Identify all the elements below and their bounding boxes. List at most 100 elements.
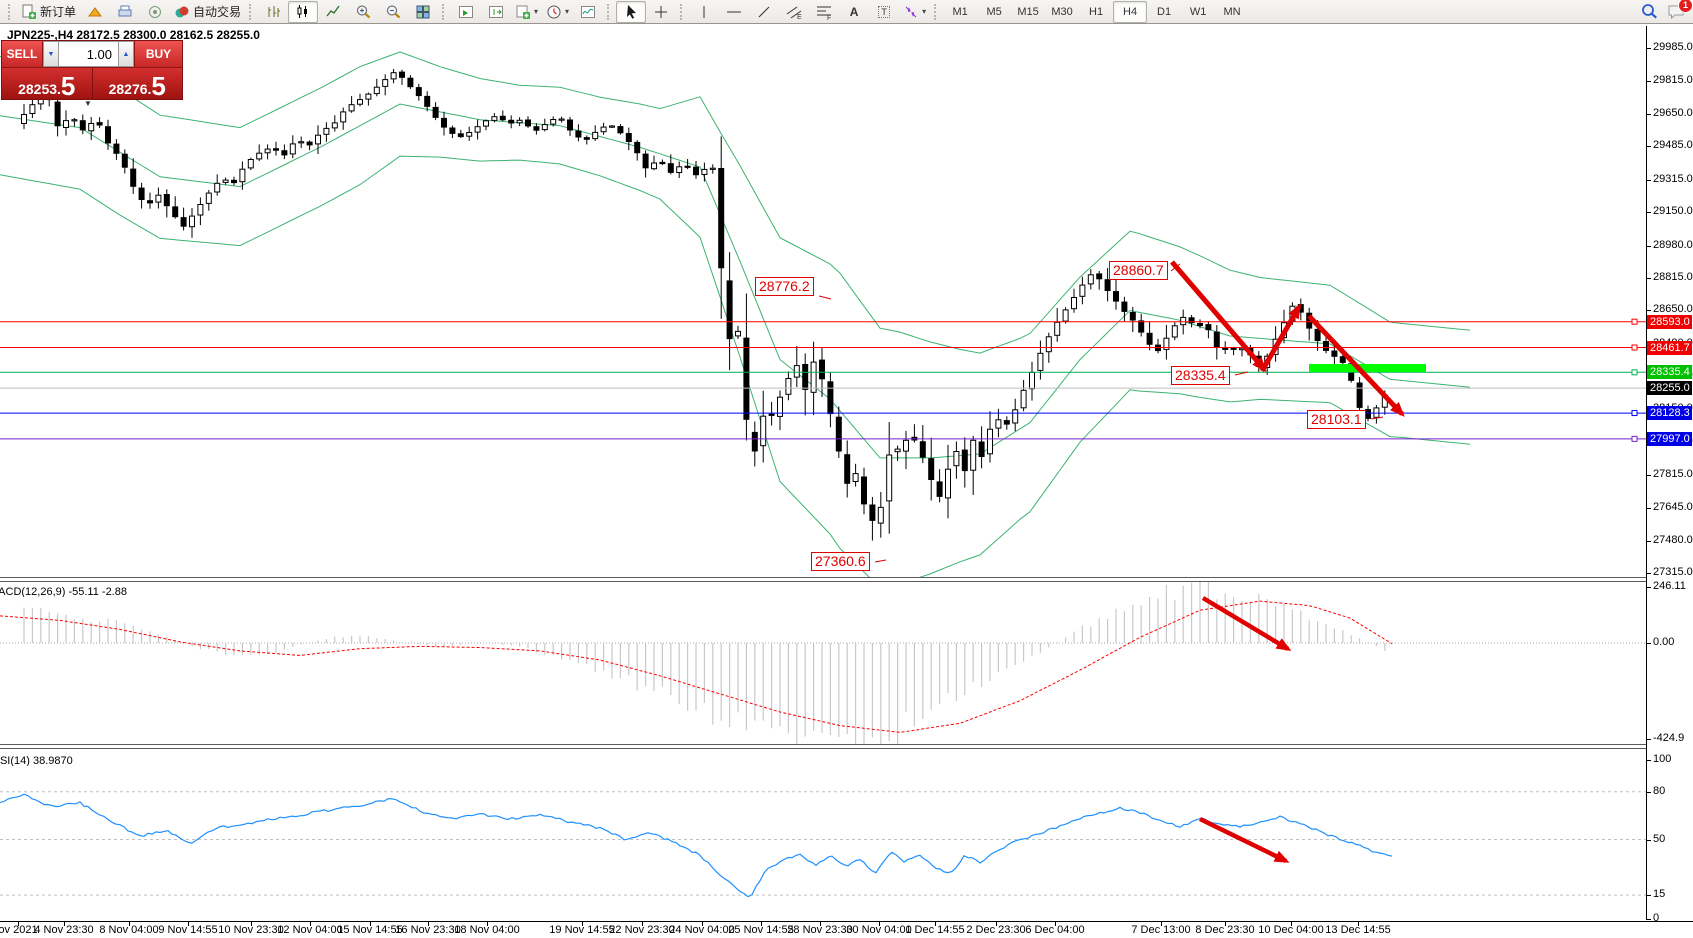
toolbar-grip: [607, 3, 612, 20]
notifications-button[interactable]: 1: [1667, 0, 1693, 21]
buy-button[interactable]: BUY: [134, 41, 182, 67]
toolbar-grip: [249, 3, 254, 20]
time-tick: [64, 922, 65, 926]
axis-tick-label: 27815.0: [1653, 467, 1693, 480]
axis-tick-label: 29485.0: [1653, 139, 1693, 152]
tab-timeframe-M1[interactable]: M1: [952, 5, 968, 18]
chart-shift-button[interactable]: [481, 1, 511, 23]
time-tick: [996, 922, 997, 926]
macd-trend-arrow: [1201, 596, 1292, 652]
new-chart-button[interactable]: ▾: [511, 1, 542, 23]
tile-windows-button[interactable]: [408, 1, 438, 23]
toolbar-grip: [8, 3, 13, 20]
buy-price-base: 28276: [108, 81, 148, 97]
label-tool-button[interactable]: T: [869, 1, 899, 23]
time-tick: [642, 922, 643, 926]
vertical-line-tool-button[interactable]: [689, 1, 719, 23]
tab-timeframe-W1[interactable]: W1: [1189, 5, 1207, 18]
tab-timeframe-MN[interactable]: MN: [1223, 5, 1241, 18]
axis-tick-label: 29985.0: [1653, 41, 1693, 53]
macd-axis-label: 246.11: [1653, 580, 1686, 593]
chart-forward-icon: [459, 5, 474, 18]
bollinger-lower-band: [0, 155, 1471, 578]
gold-button[interactable]: [80, 1, 110, 23]
macd-panel-plot[interactable]: [0, 580, 1646, 744]
main-chart-plot[interactable]: [0, 26, 1646, 578]
rsi-panel-plot[interactable]: [0, 747, 1646, 919]
trend-arrow: [1259, 303, 1302, 373]
tab-timeframe-H4[interactable]: H4: [1113, 0, 1148, 23]
sell-button[interactable]: SELL: [2, 41, 43, 67]
text-tool-button[interactable]: A: [839, 1, 869, 23]
macd-axis-label: 0.00: [1653, 636, 1675, 648]
sell-price-big-digit: 5: [60, 71, 76, 101]
text-tool-icon: A: [849, 4, 859, 19]
tab-timeframe-M15[interactable]: M15: [1017, 5, 1039, 18]
tab-timeframe-D1[interactable]: D1: [1157, 5, 1172, 18]
candles-layer: [21, 68, 1388, 541]
tab-timeframe-M30[interactable]: M30: [1051, 5, 1073, 18]
trade-panel-collapse-icon[interactable]: ▼: [84, 99, 92, 108]
support-zone-bar: [1309, 364, 1426, 372]
time-tick: [1161, 922, 1162, 926]
rsi-axis-label: 100: [1653, 753, 1672, 765]
auto-trading-button[interactable]: 自动交易: [170, 1, 245, 23]
time-axis-label: 10 Nov 23:30: [218, 924, 284, 936]
trendline-tool-button[interactable]: [749, 1, 779, 23]
tab-timeframe-M5[interactable]: M5: [986, 5, 1002, 18]
time-axis-label: 18 Nov 04:00: [454, 924, 520, 936]
indicators-button[interactable]: [573, 1, 603, 23]
time-axis-label: 6 Dec 04:00: [1025, 924, 1085, 936]
notification-badge: 1: [1678, 0, 1693, 13]
candlestick-chart-button[interactable]: [288, 0, 319, 23]
chart-forward-button[interactable]: [451, 1, 481, 23]
panel-separator[interactable]: [0, 744, 1647, 749]
rsi-axis-label: 80: [1653, 784, 1666, 797]
time-axis-label: 7 Dec 13:00: [1131, 924, 1191, 936]
buy-price[interactable]: 28276. 5: [92, 68, 182, 99]
period-button[interactable]: ▾: [542, 1, 573, 23]
axis-tick: [1647, 839, 1651, 841]
search-icon[interactable]: [1640, 2, 1659, 21]
volume-input[interactable]: 1.00: [59, 41, 118, 67]
zoom-out-button[interactable]: [378, 1, 408, 23]
time-tick: [935, 922, 936, 926]
price-axis[interactable]: 29985.0 29815.0 29650.0 29485.0 29315.0 29150…: [1647, 25, 1693, 938]
line-chart-button[interactable]: [318, 1, 348, 23]
crosshair-tool-button[interactable]: [646, 1, 676, 23]
annotation-leader: [818, 295, 832, 300]
time-axis-label: 22 Nov 23:30: [609, 924, 675, 936]
channel-tool-button[interactable]: E: [779, 1, 809, 23]
new-order-button[interactable]: 新订单: [17, 1, 80, 23]
panel-separator[interactable]: [0, 577, 1647, 582]
price-annotation: 28860.7: [1109, 261, 1168, 280]
volume-increase-button[interactable]: ▲: [118, 41, 134, 67]
tab-timeframe-H1[interactable]: H1: [1089, 5, 1104, 18]
toolbar-grip: [680, 3, 685, 20]
label-tool-icon: T: [878, 5, 890, 18]
sell-price-dot: .: [57, 81, 61, 97]
horizontal-line-tool-button[interactable]: [719, 1, 749, 23]
axis-tick-label: 28980.0: [1653, 238, 1693, 251]
crosshair-icon: [655, 5, 668, 18]
zoom-in-button[interactable]: [348, 1, 378, 23]
axis-tick: [1647, 113, 1651, 115]
cursor-tool-button[interactable]: [616, 0, 647, 23]
fibonacci-tool-button[interactable]: F: [809, 1, 839, 23]
axis-tick-label: 29650.0: [1653, 106, 1693, 119]
axis-tick: [1647, 643, 1651, 644]
bar-chart-button[interactable]: [258, 1, 288, 23]
sell-price[interactable]: 28253. 5: [2, 68, 93, 99]
channel-icon: E: [786, 6, 802, 20]
broadcast-button[interactable]: [140, 1, 170, 23]
axis-tick: [1647, 919, 1651, 920]
time-tick: [702, 922, 703, 926]
time-tick: [310, 922, 311, 926]
auto-trading-icon: [174, 4, 190, 20]
print-button[interactable]: [110, 1, 140, 23]
gold-icon: [87, 4, 103, 20]
time-axis[interactable]: ov 2021 4 Nov 23:30 8 Nov 04:00 9 Nov 14:55…: [0, 921, 1693, 938]
price-axis-line: [1646, 26, 1647, 920]
arrows-tool-button[interactable]: ▾: [899, 1, 930, 23]
volume-decrease-button[interactable]: ▼: [43, 41, 59, 67]
